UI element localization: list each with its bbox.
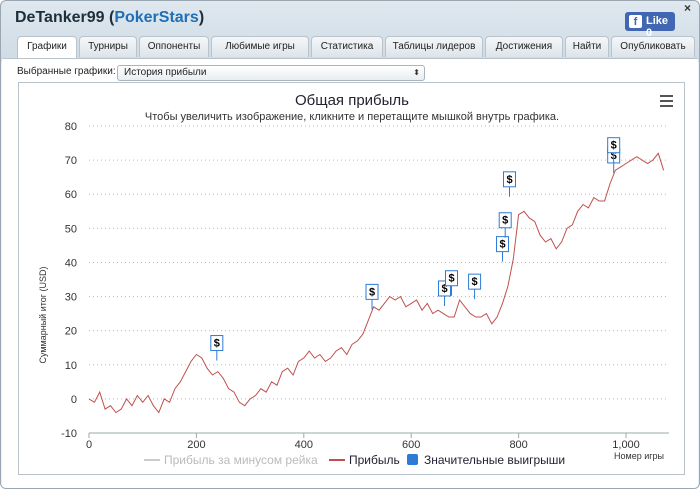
x-axis-ticks: 0 200 400 600 800 1,000: [86, 433, 640, 451]
big-win-marker[interactable]: $: [607, 137, 621, 163]
big-win-marker[interactable]: $: [365, 283, 379, 310]
y-tick-label: 20: [65, 326, 77, 338]
big-wins-markers[interactable]: $$$$$$$$$$: [210, 137, 621, 361]
title-bar: DeTanker99 (PokerStars) × f Like 0: [1, 1, 699, 39]
tab-tournaments[interactable]: Турниры: [79, 36, 137, 57]
site-link[interactable]: PokerStars: [114, 9, 199, 26]
x-axis-label: Номер игры: [614, 451, 664, 461]
dollar-icon: $: [214, 338, 220, 350]
facebook-like-button[interactable]: f Like 0: [625, 12, 675, 39]
dollar-icon: $: [502, 215, 508, 227]
legend-wins-swatch: [407, 454, 418, 465]
site-open-paren: (: [108, 9, 115, 26]
marker-flag: [503, 171, 516, 188]
marker-flag: [445, 270, 458, 287]
marker-flag: [498, 212, 512, 229]
big-win-marker[interactable]: $: [468, 273, 482, 300]
facebook-icon: f: [629, 15, 642, 28]
y-tick-label: 50: [65, 223, 77, 235]
chart-selector-value: История прибыли: [124, 67, 207, 78]
y-tick-label: 30: [65, 292, 77, 304]
marker-flag: [365, 283, 379, 300]
tab-favorite-games[interactable]: Любимые игры: [211, 36, 309, 57]
x-tick-label: 200: [187, 439, 205, 451]
chevron-updown-icon: ⬍: [413, 68, 420, 77]
player-title: DeTanker99 (PokerStars): [15, 9, 204, 27]
legend-item-rake[interactable]: Прибыль за минусом рейка: [144, 453, 318, 467]
legend-wins-label: Значительные выигрыши: [424, 453, 565, 467]
x-tick-label: 0: [86, 439, 92, 451]
y-tick-label: -10: [61, 428, 77, 440]
chart-title: Общая прибыль: [295, 92, 409, 109]
marker-flag: [496, 236, 510, 253]
site-close-paren: ): [198, 9, 205, 26]
chart-container[interactable]: 80 70 60 50 40 30 20 10 0 -10 0 200 400 600 800 1,000 …: [18, 82, 685, 475]
dollar-icon: $: [499, 239, 505, 251]
big-win-marker[interactable]: $: [503, 171, 516, 197]
y-tick-label: 80: [65, 121, 77, 133]
tab-achievements[interactable]: Достижения: [485, 36, 563, 57]
tab-search[interactable]: Найти: [565, 36, 609, 57]
y-tick-label: 0: [71, 394, 77, 406]
big-win-marker[interactable]: $: [445, 270, 458, 296]
legend-profit-label: Прибыль: [349, 453, 400, 467]
y-tick-label: 10: [65, 360, 77, 372]
dollar-icon: $: [611, 140, 617, 152]
menu-icon[interactable]: [660, 95, 673, 107]
legend: Прибыль за минусом рейка Прибыль Значите…: [144, 453, 565, 467]
dollar-icon: $: [472, 276, 478, 288]
chart-selector-label: Выбранные графики:: [17, 66, 116, 77]
tab-leaderboards[interactable]: Таблицы лидеров: [385, 36, 483, 57]
y-tick-label: 70: [65, 155, 77, 167]
marker-flag: [468, 273, 482, 290]
like-label: Like 0: [646, 15, 669, 39]
dollar-icon: $: [369, 286, 375, 298]
tab-statistics[interactable]: Статистика: [311, 36, 383, 57]
player-name: DeTanker99: [15, 9, 105, 26]
profit-series-line[interactable]: [88, 152, 665, 414]
chart-subtitle: Чтобы увеличить изображение, кликните и …: [145, 111, 559, 123]
y-tick-label: 60: [65, 189, 77, 201]
big-win-marker[interactable]: $: [210, 335, 224, 361]
dollar-icon: $: [448, 273, 454, 285]
tab-charts[interactable]: Графики: [17, 36, 77, 59]
tab-publish[interactable]: Опубликовать: [611, 36, 695, 57]
x-tick-label: 600: [402, 439, 420, 451]
y-axis-ticks: 80 70 60 50 40 30 20 10 0 -10: [61, 121, 77, 440]
tab-opponents[interactable]: Оппоненты: [139, 36, 209, 57]
x-tick-label: 1,000: [612, 439, 640, 451]
x-tick-label: 400: [295, 439, 313, 451]
close-icon[interactable]: ×: [684, 1, 692, 15]
big-win-marker[interactable]: $: [496, 236, 510, 262]
legend-item-big-wins[interactable]: Значительные выигрыши: [407, 453, 565, 467]
chart-selector-dropdown[interactable]: История прибыли ⬍: [117, 65, 425, 81]
dollar-icon: $: [506, 174, 512, 186]
legend-item-profit[interactable]: Прибыль: [329, 453, 400, 467]
dollar-icon: $: [441, 283, 447, 295]
y-tick-label: 40: [65, 257, 77, 269]
legend-rake-label: Прибыль за минусом рейка: [164, 453, 318, 467]
y-axis-label: Суммарный итог (USD): [38, 266, 48, 363]
x-tick-label: 800: [509, 439, 527, 451]
marker-flag: [210, 335, 224, 352]
marker-flag: [607, 137, 621, 154]
big-win-marker[interactable]: $: [498, 212, 512, 238]
